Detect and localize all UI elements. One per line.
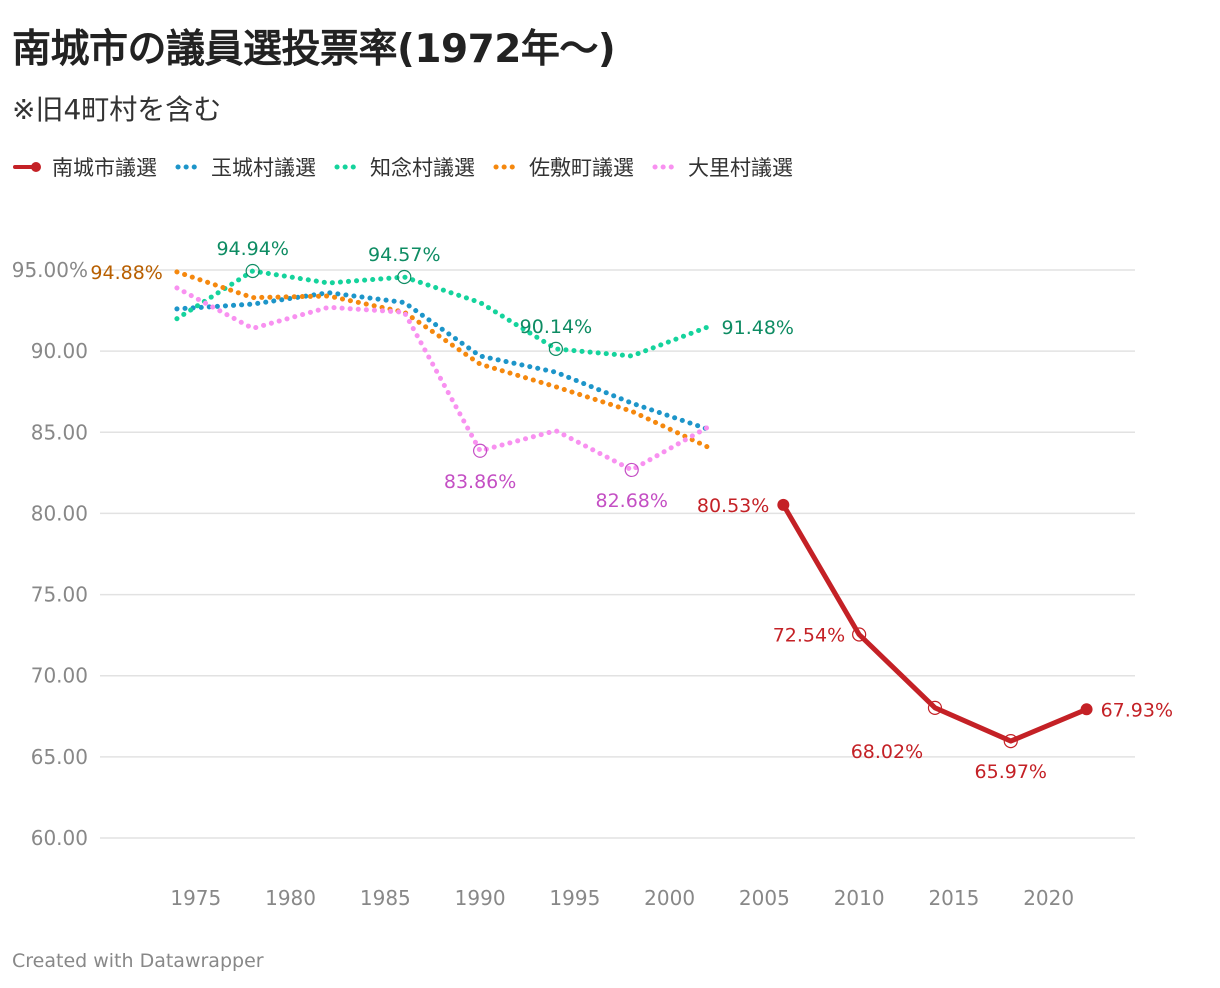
data-point-marker <box>624 462 639 478</box>
x-tick-label: 1995 <box>549 886 600 910</box>
data-label: 82.68% <box>595 490 667 512</box>
data-label: 80.53% <box>697 495 769 517</box>
data-label: 94.94% <box>216 238 288 260</box>
data-point <box>1080 703 1093 716</box>
legend-label-nanjo: 南城市議選 <box>52 156 157 180</box>
y-tick-label: 70.00 <box>31 664 88 688</box>
legend-item-nanjo: 南城市議選 <box>12 152 157 182</box>
data-point-marker <box>548 341 564 356</box>
data-point-marker <box>397 269 412 285</box>
data-point-marker <box>927 700 943 715</box>
data-label: 91.48% <box>722 317 794 339</box>
legend-label-chinen: 知念村議選 <box>370 156 475 180</box>
legend: 南城市議選 玉城村議選 知念村議選 佐敷町議選 大里村議選 <box>12 152 811 182</box>
y-tick-label: 95.00% <box>12 258 88 282</box>
footer-credit: Created with Datawrapper <box>12 950 264 972</box>
x-tick-label: 1980 <box>265 886 316 910</box>
data-point-marker <box>1003 734 1018 749</box>
series-3-line <box>174 269 710 450</box>
legend-label-ozato: 大里村議選 <box>688 156 793 180</box>
legend-item-tamagusuku: 玉城村議選 <box>175 152 316 182</box>
y-tick-label: 80.00 <box>31 501 88 525</box>
data-label: 65.97% <box>975 761 1047 783</box>
x-tick-label: 2020 <box>1023 886 1074 910</box>
data-labels: 80.53% 72.54% 68.02% 65.97% 67.93% 94.94% 94.5… <box>90 238 1173 783</box>
series-2-line <box>174 268 710 359</box>
data-label: 67.93% <box>1101 699 1173 721</box>
series-1-line <box>174 290 710 432</box>
data-point-marker <box>245 263 260 279</box>
x-tick-label: 1985 <box>360 886 411 910</box>
series-0-line <box>780 502 1090 744</box>
y-tick-label: 65.00 <box>31 745 88 769</box>
y-axis: 95.00% 90.00 85.00 80.00 75.00 70.00 65.00 60.0… <box>12 258 88 850</box>
legend-label-tamagusuku: 玉城村議選 <box>211 156 316 180</box>
series-4-line <box>174 285 710 473</box>
legend-label-sashiki: 佐敷町議選 <box>529 156 634 180</box>
grid-lines <box>100 269 1135 839</box>
x-tick-label: 1975 <box>170 886 221 910</box>
chart-title: 南城市の議員選投票率(1972年〜) <box>12 27 616 72</box>
data-label: 72.54% <box>773 624 845 646</box>
x-axis: 1975 1980 1985 1990 1995 2000 2005 2010 2015 2020 <box>170 886 1074 910</box>
y-tick-label: 85.00 <box>31 420 88 444</box>
x-tick-label: 2005 <box>739 886 790 910</box>
y-tick-label: 60.00 <box>31 826 88 850</box>
legend-item-chinen: 知念村議選 <box>334 152 475 182</box>
data-label: 90.14% <box>520 316 592 338</box>
legend-item-sashiki: 佐敷町議選 <box>493 152 634 182</box>
x-tick-label: 2015 <box>928 886 979 910</box>
y-tick-label: 75.00 <box>31 583 88 607</box>
series-lines <box>174 268 1090 744</box>
x-tick-label: 2010 <box>834 886 885 910</box>
data-point-marker <box>472 443 488 458</box>
chart-subtitle: ※旧4町村を含む <box>12 93 222 126</box>
data-label: 83.86% <box>444 471 516 493</box>
data-point-marker <box>852 627 867 642</box>
x-tick-label: 1990 <box>455 886 506 910</box>
y-tick-label: 90.00 <box>31 339 88 363</box>
legend-item-ozato: 大里村議選 <box>652 152 793 182</box>
data-label: 94.88% <box>90 262 162 284</box>
data-label: 94.57% <box>368 244 440 266</box>
legend-swatch-nanjo <box>13 162 41 172</box>
data-point <box>777 498 790 511</box>
x-tick-label: 2000 <box>644 886 695 910</box>
data-label: 68.02% <box>851 741 923 763</box>
